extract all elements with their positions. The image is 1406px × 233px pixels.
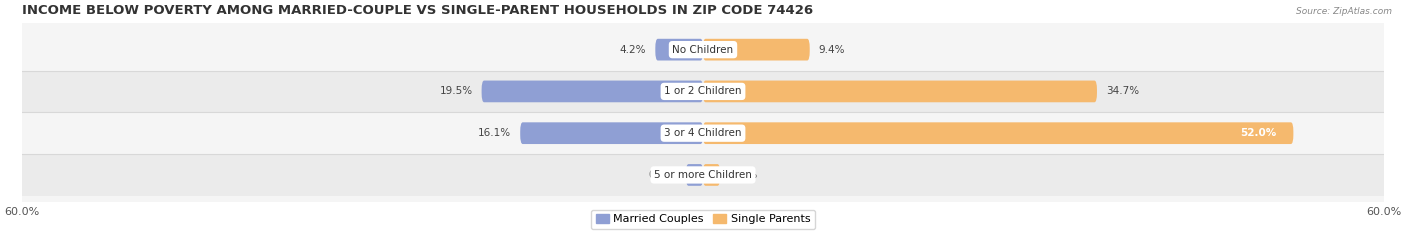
Text: 4.2%: 4.2% xyxy=(620,45,647,55)
Bar xyxy=(21,154,1385,196)
Text: Source: ZipAtlas.com: Source: ZipAtlas.com xyxy=(1296,7,1392,16)
Text: 34.7%: 34.7% xyxy=(1107,86,1139,96)
Text: 16.1%: 16.1% xyxy=(478,128,512,138)
FancyBboxPatch shape xyxy=(703,81,1097,102)
FancyBboxPatch shape xyxy=(520,122,703,144)
Bar xyxy=(21,112,1385,154)
Text: No Children: No Children xyxy=(672,45,734,55)
Text: 3 or 4 Children: 3 or 4 Children xyxy=(664,128,742,138)
Text: 9.4%: 9.4% xyxy=(818,45,845,55)
Text: INCOME BELOW POVERTY AMONG MARRIED-COUPLE VS SINGLE-PARENT HOUSEHOLDS IN ZIP COD: INCOME BELOW POVERTY AMONG MARRIED-COUPL… xyxy=(21,4,813,17)
Text: 19.5%: 19.5% xyxy=(440,86,472,96)
Text: 0.0%: 0.0% xyxy=(731,170,758,180)
FancyBboxPatch shape xyxy=(703,164,720,186)
Bar xyxy=(21,71,1385,112)
FancyBboxPatch shape xyxy=(655,39,703,61)
Legend: Married Couples, Single Parents: Married Couples, Single Parents xyxy=(592,209,814,229)
Text: 0.0%: 0.0% xyxy=(648,170,675,180)
Text: 52.0%: 52.0% xyxy=(1240,128,1277,138)
FancyBboxPatch shape xyxy=(482,81,703,102)
FancyBboxPatch shape xyxy=(703,122,1294,144)
Text: 5 or more Children: 5 or more Children xyxy=(654,170,752,180)
Bar xyxy=(21,29,1385,71)
FancyBboxPatch shape xyxy=(703,39,810,61)
FancyBboxPatch shape xyxy=(686,164,703,186)
Text: 1 or 2 Children: 1 or 2 Children xyxy=(664,86,742,96)
